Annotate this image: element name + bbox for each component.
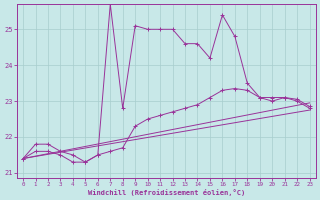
X-axis label: Windchill (Refroidissement éolien,°C): Windchill (Refroidissement éolien,°C) [88, 189, 245, 196]
